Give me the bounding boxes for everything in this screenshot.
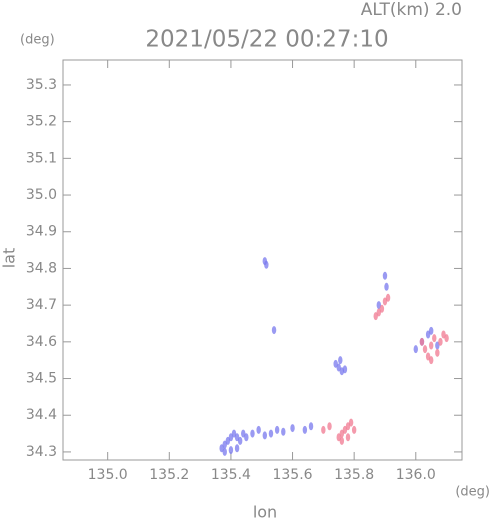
y-tick-label: 34.7 xyxy=(26,297,57,313)
point xyxy=(422,345,428,354)
point xyxy=(234,444,240,453)
point xyxy=(244,433,249,442)
point xyxy=(327,422,332,431)
point xyxy=(413,345,418,354)
point xyxy=(281,427,286,436)
point xyxy=(384,282,389,291)
point xyxy=(308,422,314,431)
point xyxy=(379,304,385,313)
point xyxy=(428,341,434,350)
point xyxy=(342,365,348,374)
point xyxy=(385,293,391,302)
point xyxy=(302,425,308,434)
point xyxy=(237,436,243,445)
point xyxy=(262,431,268,440)
y-tick-label: 34.8 xyxy=(26,260,57,276)
y-tick-label: 34.4 xyxy=(26,407,57,423)
point xyxy=(432,334,437,343)
point xyxy=(419,337,425,346)
x-unit: (deg) xyxy=(455,485,490,500)
y-tick-label: 34.3 xyxy=(26,444,57,460)
point xyxy=(338,356,343,365)
point xyxy=(271,326,277,335)
y-tick-label: 35.2 xyxy=(26,114,57,130)
x-axis-label: lon xyxy=(253,503,277,521)
x-tick-label: 135.4 xyxy=(211,467,251,483)
point xyxy=(339,436,345,445)
point xyxy=(382,271,388,280)
point xyxy=(428,356,434,365)
y-unit: (deg) xyxy=(20,33,55,48)
point xyxy=(264,260,269,269)
y-tick-label: 34.6 xyxy=(26,334,57,350)
point xyxy=(222,447,227,456)
point xyxy=(250,429,255,438)
x-tick-label: 135.2 xyxy=(149,467,189,483)
point xyxy=(228,446,234,455)
point xyxy=(348,418,354,427)
point xyxy=(428,326,434,335)
chart-title: 2021/05/22 00:27:10 xyxy=(145,27,388,53)
y-tick-label: 34.9 xyxy=(26,224,57,240)
plot-frame xyxy=(62,59,463,461)
y-axis-label: lat xyxy=(0,248,19,269)
point xyxy=(444,334,449,343)
x-tick-label: 136.0 xyxy=(396,467,436,483)
x-tick-label: 135.6 xyxy=(272,467,312,483)
point xyxy=(268,429,274,438)
point xyxy=(290,424,295,433)
point xyxy=(274,425,280,434)
x-tick-label: 135.0 xyxy=(88,467,128,483)
y-tick-label: 34.5 xyxy=(26,371,57,387)
x-tick-label: 135.8 xyxy=(334,467,374,483)
y-tick-label: 35.3 xyxy=(26,77,57,93)
y-tick-label: 35.0 xyxy=(26,187,57,203)
point xyxy=(435,348,440,357)
point xyxy=(351,425,357,434)
point xyxy=(321,425,326,434)
y-tick-label: 35.1 xyxy=(26,150,57,166)
point xyxy=(345,433,351,442)
point xyxy=(256,425,261,434)
subtitle: ALT(km) 2.0 xyxy=(361,0,462,20)
point xyxy=(438,337,443,346)
